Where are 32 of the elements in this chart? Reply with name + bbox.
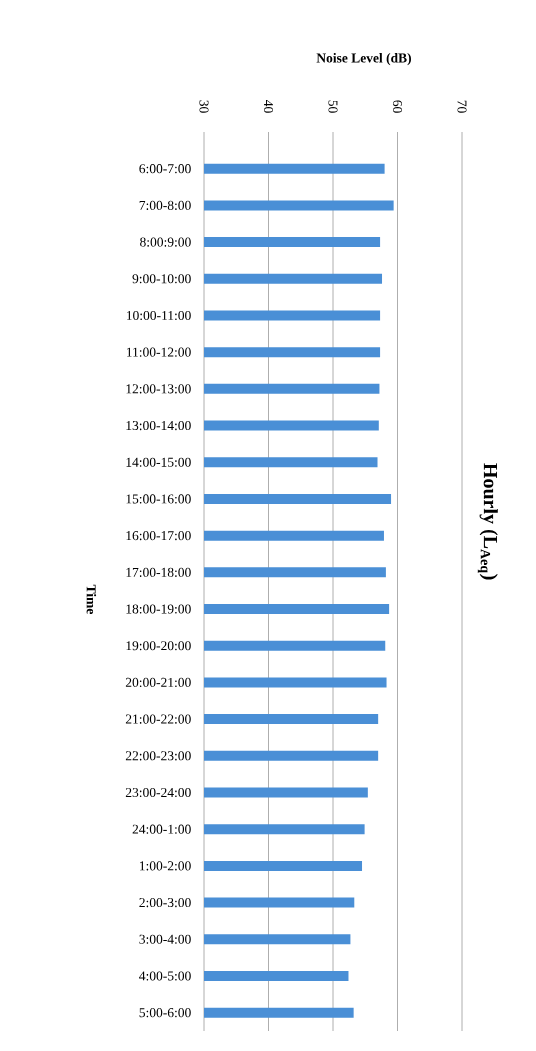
x-tick-label: 40 [263,100,274,113]
y-tick-label: 12:00-13:00 [126,384,191,394]
y-tick-label: 18:00-19:00 [126,604,191,614]
x-axis-title: Noise Level (dB) [316,53,411,66]
y-tick-label: 6:00-7:00 [139,164,191,174]
text: Hourly (L$_{Aeq}$) [477,463,498,580]
x-tick-label: 60 [392,100,403,113]
y-tick-label: 23:00-24:00 [125,787,191,798]
y-tick-label: 1:00-2:00 [139,861,191,871]
y-tick-label: 3:00-4:00 [139,934,191,944]
y-tick-label: 21:00-22:00 [125,714,191,724]
y-tick-label: 7:00-8:00 [139,200,191,210]
y-tick-label: 11:00-12:00 [126,347,191,357]
x-tick-label: 70 [457,100,467,113]
y-tick-label: 10:00-11:00 [126,310,191,321]
y-tick-label: 5:00-6:00 [139,1008,191,1018]
y-tick-label: 13:00-14:00 [126,420,191,431]
y-tick-label: 9:00-10:00 [132,274,191,284]
y-tick-label: 15:00-16:00 [126,494,191,504]
y-tick-label: 8:00:9:00 [140,237,191,247]
y-tick-label: 4:00-5:00 [139,971,191,981]
y-tick-label: 19:00-20:00 [126,641,191,651]
y-tick-label: 22:00-23:00 [125,751,191,761]
y-tick-label: 20:00-21:00 [125,677,191,687]
x-tick-label: 50 [328,100,338,113]
y-tick-label: 2:00-3:00 [139,897,191,908]
x-tick-label: 30 [199,100,209,113]
y-tick-label: 16:00-17:00 [126,531,191,541]
y-axis-title: Time [86,584,97,615]
y-tick-label: 17:00-18:00 [126,567,191,577]
y-tick-label: 24:00-1:00 [132,824,191,834]
y-tick-label: 14:00-15:00 [126,457,191,467]
